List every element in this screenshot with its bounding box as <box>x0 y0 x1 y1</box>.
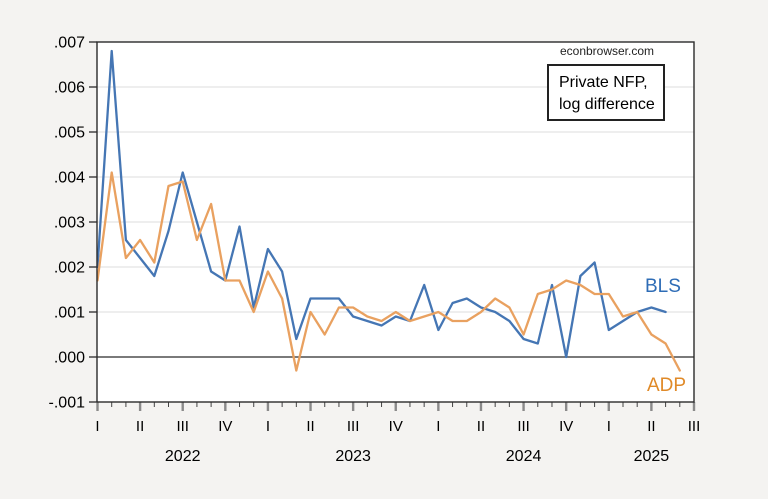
annotation-box: Private NFP, log difference <box>547 64 665 121</box>
x-axis-quarter-label: II <box>647 418 655 435</box>
x-axis-quarter-label: IV <box>389 418 403 435</box>
annotation-line1: Private NFP, <box>559 74 648 91</box>
x-axis-quarter-label: I <box>607 418 611 435</box>
x-axis-quarter-label: IV <box>559 418 573 435</box>
x-axis-quarter-label: II <box>306 418 314 435</box>
x-axis-quarter-label: III <box>347 418 360 435</box>
x-axis-quarter-label: II <box>477 418 485 435</box>
x-axis-quarter-label: I <box>436 418 440 435</box>
x-axis-quarter-label: III <box>688 418 701 435</box>
x-axis-quarter-label: III <box>176 418 189 435</box>
x-axis-year-label: 2022 <box>165 448 201 465</box>
y-axis-tick-label: .002 <box>54 260 85 277</box>
bls-series-label: BLS <box>645 276 681 297</box>
y-axis-tick-label: .007 <box>54 35 85 52</box>
y-axis-tick-label: .005 <box>54 125 85 142</box>
x-axis-year-label: 2025 <box>634 448 670 465</box>
adp-line <box>96 171 681 372</box>
x-axis-quarter-label: I <box>95 418 99 435</box>
plot-border <box>96 41 695 403</box>
bls-line <box>96 49 667 359</box>
y-axis-tick-label: .003 <box>54 215 85 232</box>
y-axis-tick-label: -.001 <box>49 395 86 412</box>
x-axis-quarter-label: II <box>136 418 144 435</box>
x-axis-year-label: 2024 <box>506 448 542 465</box>
annotation-line2: log difference <box>559 96 655 113</box>
y-axis-tick-label: .004 <box>54 170 85 187</box>
adp-series-label: ADP <box>647 375 687 396</box>
x-axis-quarter-label: III <box>517 418 530 435</box>
x-axis-quarter-label: I <box>266 418 270 435</box>
y-axis-tick-label: .006 <box>54 80 85 97</box>
x-axis-quarter-label: IV <box>218 418 232 435</box>
x-axis-year-label: 2023 <box>335 448 371 465</box>
y-axis-tick-label: .000 <box>54 350 85 367</box>
watermark-text: econbrowser.com <box>559 44 655 58</box>
y-axis-tick-label: .001 <box>54 305 85 322</box>
